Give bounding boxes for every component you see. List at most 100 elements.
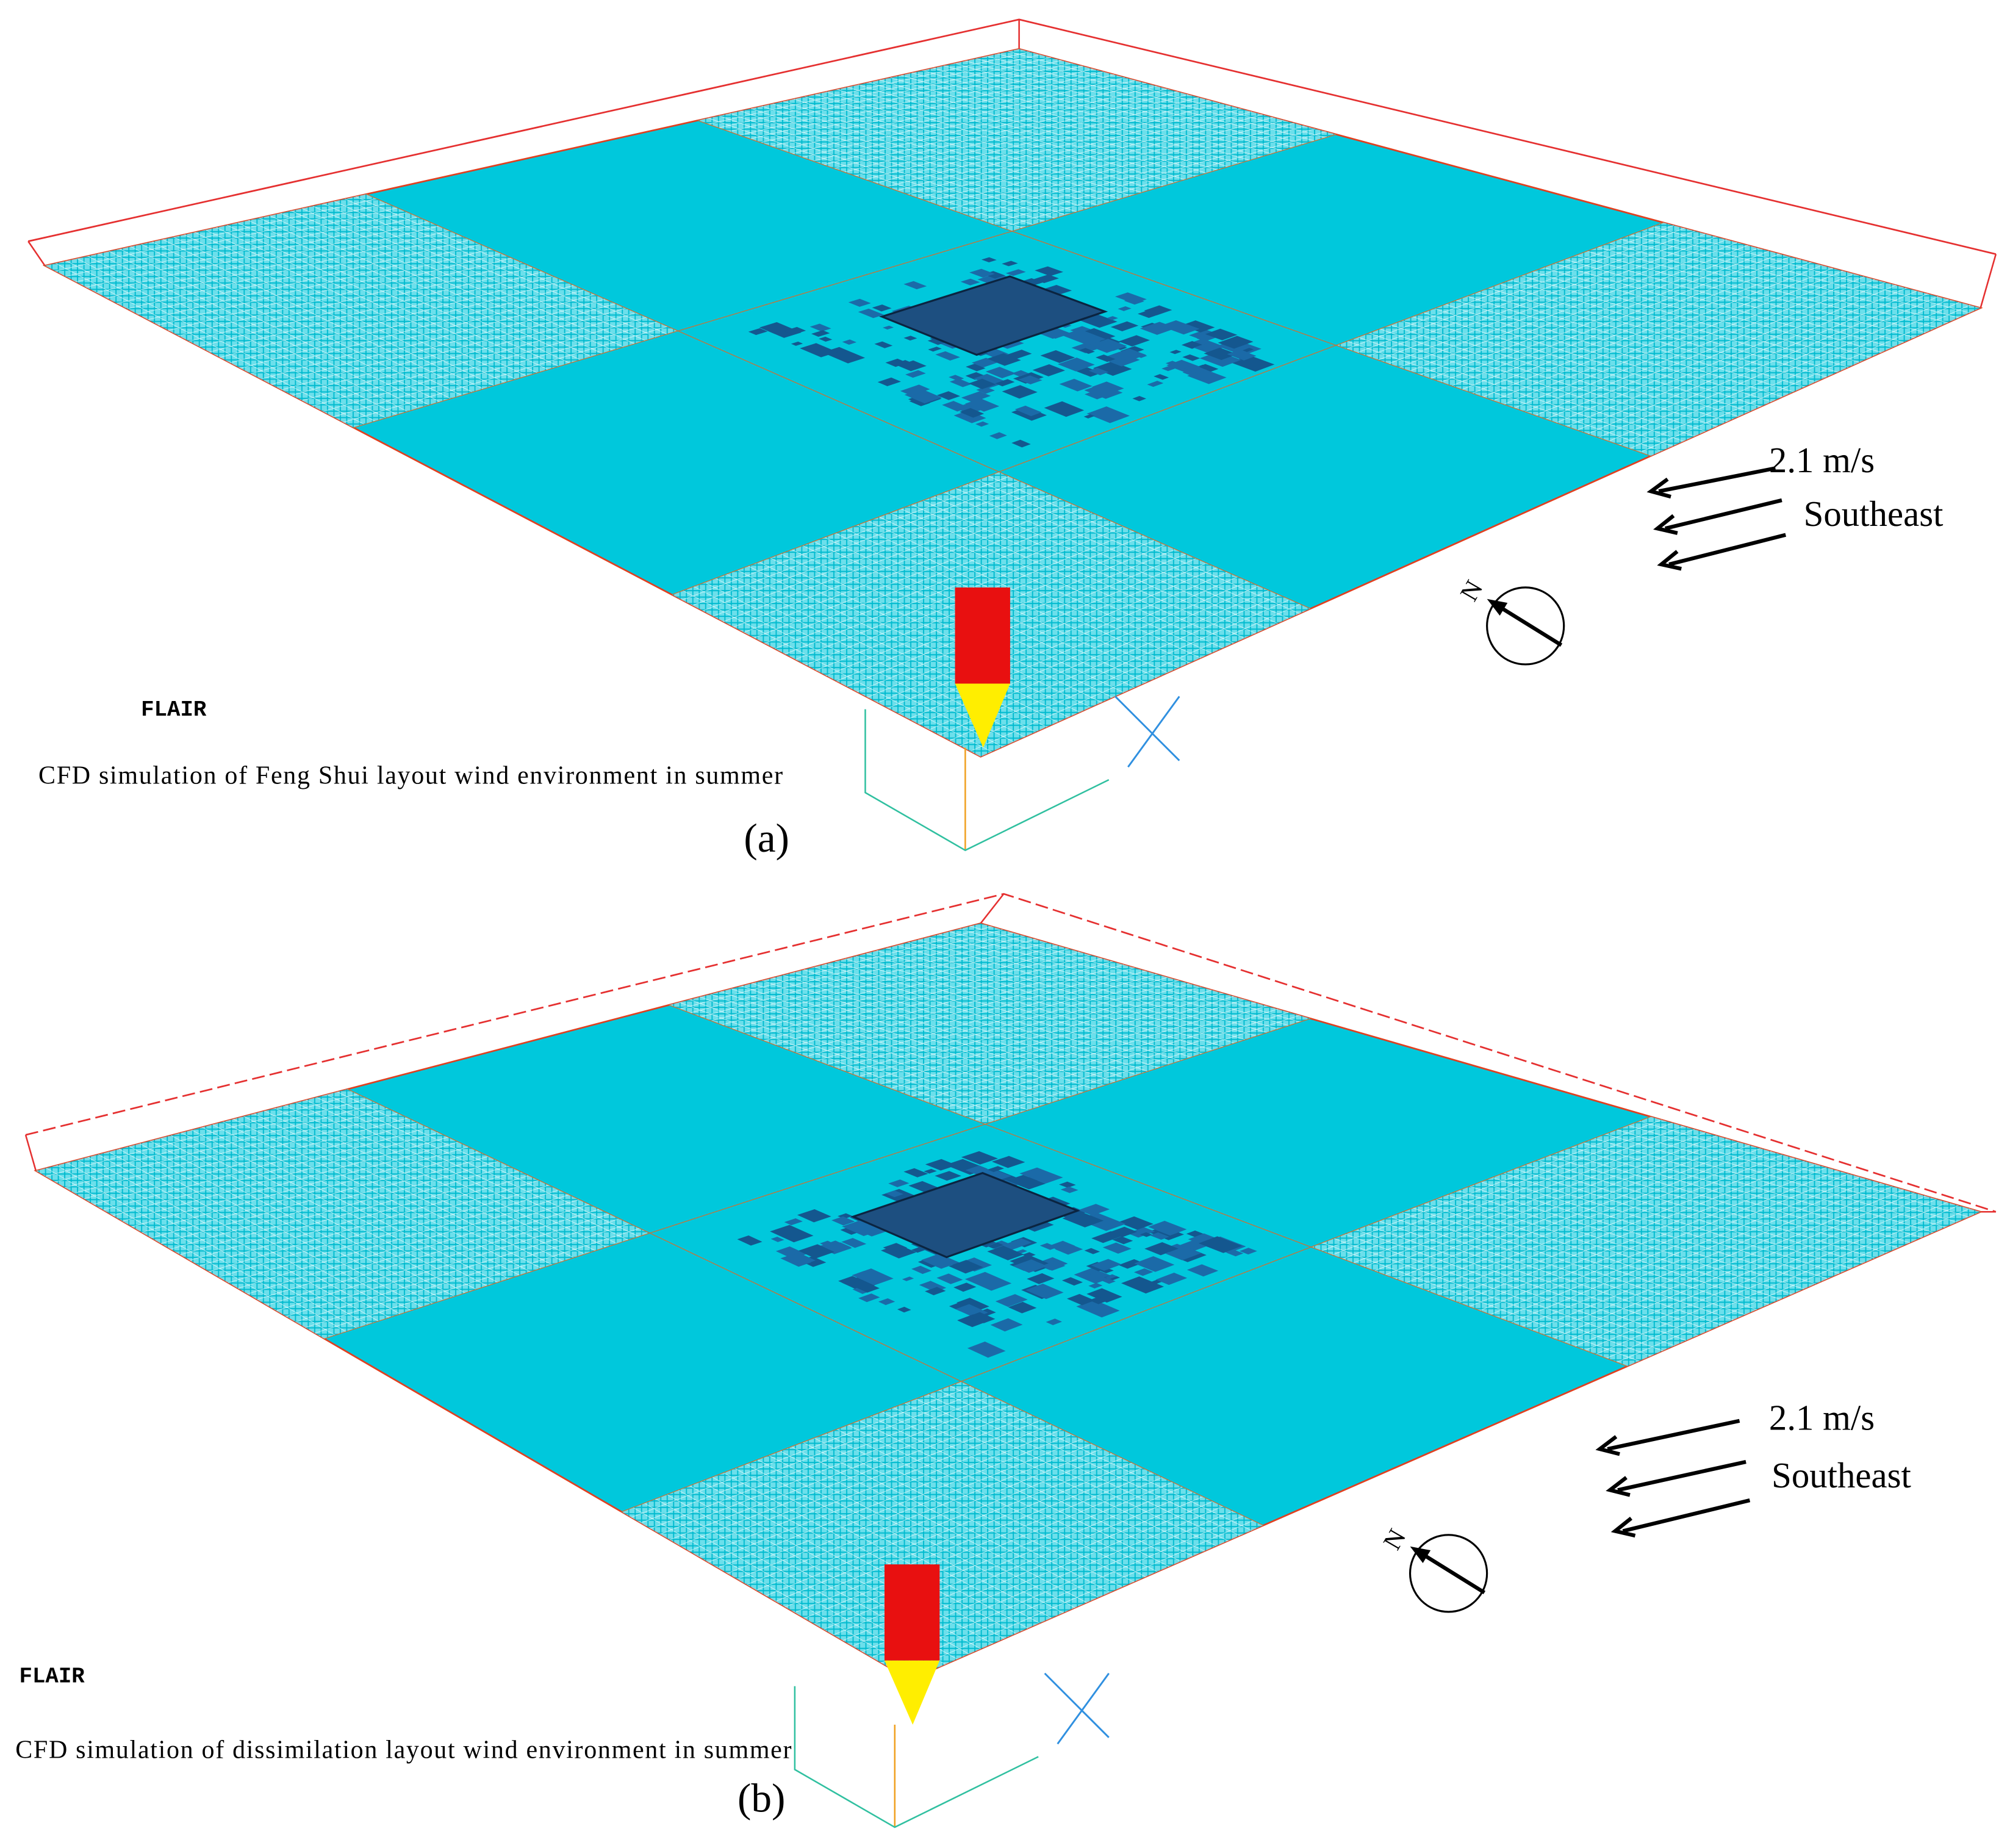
mesh-line [295,1218,620,1323]
compass [1486,586,1565,666]
building [1041,1261,1066,1271]
building [1186,1264,1219,1277]
building [1240,1248,1257,1255]
building [1091,1259,1122,1271]
building [965,372,986,380]
building [911,1265,932,1275]
building [995,1294,1028,1307]
building [1124,297,1144,305]
building [842,339,857,345]
mesh-line [1605,1134,1934,1233]
building [1198,1236,1243,1253]
mesh-line [1001,131,1326,228]
building [1100,351,1140,367]
building [902,1276,914,1281]
building [1016,1249,1027,1254]
building [966,364,986,372]
tile-edge [697,120,1651,457]
building [848,298,871,307]
domain-box [980,893,1005,924]
building [1089,1296,1108,1304]
building [1040,350,1075,364]
mesh-line [988,475,1300,614]
mesh-line [1616,1129,1945,1228]
building [1079,348,1095,354]
building [1155,1273,1188,1285]
mesh-line [312,312,637,407]
building [872,304,892,312]
building [1059,1181,1076,1188]
building [903,1168,928,1177]
wind-arrow-head [1595,1435,1620,1456]
building [969,268,995,278]
mesh-line [314,1228,640,1334]
building [770,1237,784,1242]
building [856,1271,868,1276]
building [1154,374,1169,380]
building [1046,1318,1062,1325]
mesh-line [960,120,1284,214]
building [900,384,930,396]
wind-arrow [1622,1498,1751,1533]
building [1048,1240,1075,1251]
mesh-line [991,128,1316,225]
wind-speed: 2.1 m/s [1769,1398,1875,1438]
building [953,1282,977,1292]
tile-edge [669,1004,1628,1367]
building [1059,378,1093,392]
palace-block [879,275,1108,356]
building [1019,1167,1063,1184]
building [1060,324,1072,328]
mesh-line [953,1008,1278,1113]
building [925,1159,957,1171]
mesh-line [900,1520,1254,1675]
building [883,325,894,330]
building [964,1271,1012,1291]
building [1132,395,1147,401]
building [784,326,806,335]
building [1088,1282,1103,1289]
building [849,1280,880,1293]
wind-arrow-head [1653,514,1678,535]
building [936,391,960,400]
mesh-line [927,1394,1229,1541]
building [1033,274,1059,283]
building [1110,321,1139,331]
building [1078,1204,1110,1216]
building [1005,269,1026,276]
mesh-line [966,484,1278,624]
building [842,1220,882,1236]
building [858,1293,880,1303]
building [989,432,1007,439]
building [1086,1288,1122,1303]
building [990,1318,1023,1332]
building [885,358,908,367]
building [965,398,1000,412]
building [1008,1301,1037,1314]
building [1005,1238,1032,1249]
building [1084,1248,1100,1254]
compass [1409,1534,1488,1613]
building [1041,284,1072,296]
building [960,278,980,286]
wind-arrow [1607,1418,1740,1451]
mesh-line [1628,1125,1958,1223]
mesh-line [1598,293,1928,438]
building [1057,358,1095,372]
building [1013,1259,1047,1273]
mesh-line [949,594,1280,741]
building [1002,261,1018,267]
mesh-line [932,1002,1256,1105]
mesh-line [976,58,1293,148]
building [1118,335,1150,347]
building [874,341,893,348]
building [1118,1216,1154,1230]
building [786,1253,816,1265]
tile-edge [347,1088,1264,1526]
mesh-line [881,1511,1233,1664]
building [1079,328,1116,342]
building [956,1298,989,1312]
building [819,336,833,342]
tile-edge [366,193,1311,609]
